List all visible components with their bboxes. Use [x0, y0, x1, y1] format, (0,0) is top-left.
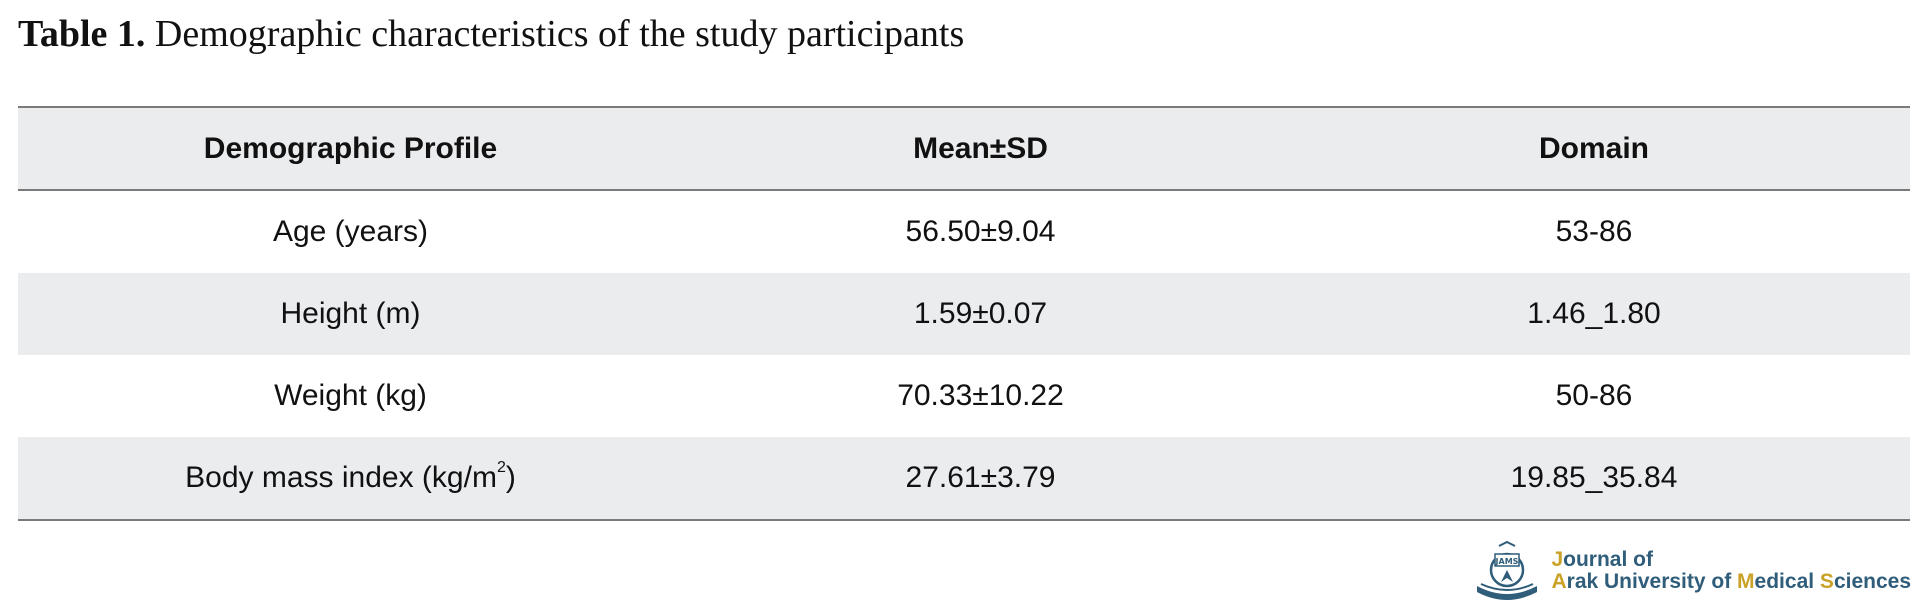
table-caption: Table 1. Demographic characteristics of … [18, 12, 964, 56]
caption-label: Table 1. [18, 13, 146, 55]
journal-name: Journal of Arak University of Medical Sc… [1551, 549, 1911, 593]
demographics-table-container: Demographic Profile Mean±SD Domain Age (… [18, 106, 1910, 521]
journal-logo: JAMS Journal of Arak University of Medic… [1469, 540, 1911, 602]
table-row: Height (m) 1.59±0.07 1.46_1.80 [18, 273, 1910, 355]
journal-name-line2: Arak University of Medical Sciences [1551, 570, 1911, 593]
cell-profile: Height (m) [280, 297, 421, 330]
bmi-superscript: 2 [496, 459, 506, 476]
cell-mean-sd: 70.33±10.22 [897, 379, 1064, 412]
table-row: Body mass index (kg/m2) 27.61±3.79 19.85… [18, 437, 1910, 521]
table-header-row: Demographic Profile Mean±SD Domain [18, 106, 1910, 191]
header-domain: Domain [1278, 106, 1910, 191]
header-mean-sd: Mean±SD [683, 106, 1278, 191]
cell-mean-sd: 56.50±9.04 [905, 215, 1056, 248]
cell-domain: 53-86 [1555, 215, 1633, 248]
cell-profile: Age (years) [272, 215, 429, 248]
emblem-text: JAMS [1495, 557, 1519, 566]
cell-domain: 1.46_1.80 [1527, 297, 1661, 330]
journal-name-line1: Journal of [1551, 548, 1653, 571]
cell-domain: 19.85_35.84 [1278, 437, 1910, 521]
journal-emblem-icon: JAMS [1477, 540, 1538, 600]
header-demographic-profile: Demographic Profile [18, 106, 683, 191]
bmi-label-suffix: ) [505, 461, 516, 494]
bmi-label: Body mass index (kg/m [185, 461, 497, 494]
caption-text: Demographic characteristics of the study… [154, 13, 965, 55]
cell-profile: Weight (kg) [274, 379, 427, 412]
cell-domain: 50-86 [1555, 379, 1633, 412]
cell-profile: Body mass index (kg/m2) [18, 437, 683, 521]
table-row: Weight (kg) 70.33±10.22 50-86 [18, 355, 1910, 437]
demographics-table: Demographic Profile Mean±SD Domain Age (… [18, 106, 1910, 521]
cell-mean-sd: 1.59±0.07 [913, 297, 1048, 330]
table-row: Age (years) 56.50±9.04 53-86 [18, 190, 1910, 273]
cell-mean-sd: 27.61±3.79 [683, 437, 1278, 521]
